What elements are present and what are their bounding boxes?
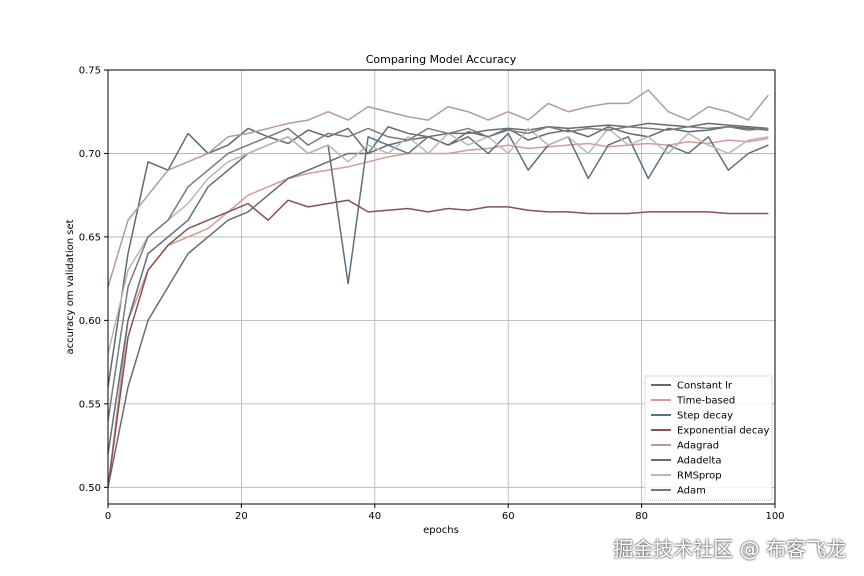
series-line-rmsprop [107,127,769,354]
legend-label: RMSprop [677,471,722,482]
legend-label: Step decay [677,411,733,422]
legend-label: Adadelta [677,456,721,467]
x-tick-label: 20 [235,511,248,522]
chart-title: Comparing Model Accuracy [366,53,517,66]
y-tick-label: 0.50 [79,483,101,494]
x-tick-label: 0 [105,511,111,522]
legend-label: Adam [677,486,706,497]
x-tick-label: 40 [368,511,381,522]
x-tick-label: 60 [502,511,515,522]
series-line-adadelta [107,122,769,488]
x-axis-label: epochs [423,525,459,536]
series-lines [107,89,769,488]
series-line-exponential-decay [107,199,769,488]
x-tick-label: 80 [635,511,648,522]
series-line-constant-lr [107,126,769,388]
legend: Constant lr Time-based Step decay Exponenti… [644,375,773,501]
series-line-adam [107,126,769,421]
y-tick-label: 0.55 [79,399,101,410]
plot-frame [107,69,776,505]
watermark: 掘金技术社区 @ 布客飞龙 [613,537,846,561]
legend-label: Exponential decay [677,426,769,437]
axis-ticks: 0 20 40 60 80 100 0.50 0.55 0.60 0.65 0.70 0.75 [79,66,785,523]
y-tick-label: 0.60 [79,316,101,327]
y-axis-label: accuracy om validation set [65,219,76,354]
y-tick-label: 0.75 [79,66,101,77]
series-line-step-decay [107,132,769,455]
y-tick-label: 0.65 [79,232,101,243]
legend-label: Time-based [676,396,735,407]
x-tick-label: 100 [765,511,784,522]
series-line-adagrad [107,89,769,288]
legend-label: Constant lr [677,381,733,392]
legend-box [644,375,773,501]
y-tick-label: 0.70 [79,149,101,160]
legend-label: Adagrad [677,441,719,452]
